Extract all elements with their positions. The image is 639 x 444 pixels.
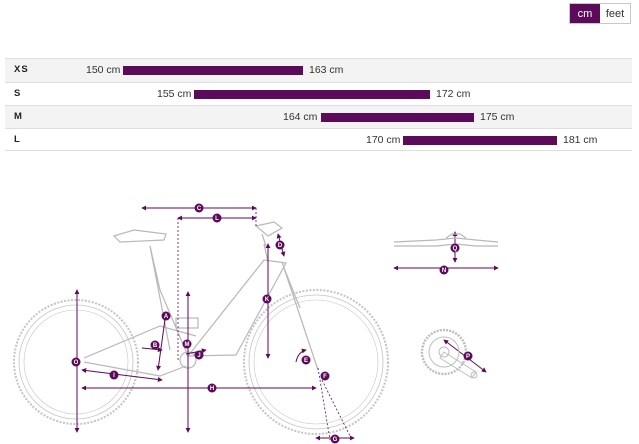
marker-c: C [194,203,204,213]
svg-text:Q: Q [453,246,458,252]
svg-text:K: K [265,297,270,303]
geometry-markers: A B C D E F G H I J K L M N O P Q [71,203,473,444]
svg-text:N: N [442,268,446,274]
marker-a: A [161,311,171,321]
svg-text:A: A [164,314,169,320]
dimension-lines [74,205,499,441]
marker-m: M [182,339,192,349]
svg-text:G: G [333,437,338,443]
unit-toggle: cm feet [569,3,631,24]
svg-text:D: D [278,243,283,249]
svg-text:E: E [304,358,308,364]
marker-e: E [301,355,311,365]
guide-lines [177,208,353,441]
svg-text:C: C [197,206,202,212]
svg-text:B: B [153,343,158,349]
svg-text:O: O [74,360,79,366]
unit-feet-button[interactable]: feet [600,4,630,23]
marker-h: H [207,383,217,393]
svg-text:H: H [210,386,214,392]
size-row-l: L 170 cm 181 cm [5,128,632,151]
range-min: 155 cm [157,88,192,100]
size-range-table: XS 150 cm 163 cm S 155 cm 172 cm M 164 c… [5,58,632,151]
range-min: 164 cm [283,111,318,123]
marker-f: F [320,371,330,381]
svg-text:I: I [113,373,115,379]
marker-n: N [439,265,449,275]
range-max: 181 cm [563,134,598,146]
svg-text:M: M [185,342,190,348]
range-max: 172 cm [436,88,471,100]
bike-geometry-diagram: A B C D E F G H I J K L M N O P Q [13,203,499,444]
svg-text:P: P [466,354,470,360]
marker-j: J [194,350,204,360]
size-label: S [14,88,22,99]
size-label: M [14,111,23,122]
size-row-xs: XS 150 cm 163 cm [5,58,632,82]
size-label: XS [14,64,29,75]
marker-l: L [212,213,222,223]
marker-g: G [330,434,340,444]
size-row-m: M 164 cm 175 cm [5,105,632,128]
svg-text:F: F [323,374,327,380]
marker-o: O [71,357,81,367]
marker-b: B [150,340,160,350]
range-max: 163 cm [309,64,344,76]
marker-q: Q [450,243,460,253]
unit-cm-button[interactable]: cm [570,4,600,23]
range-min: 150 cm [86,64,121,76]
range-bar [321,113,474,122]
range-bar [403,136,557,145]
svg-text:J: J [197,353,200,359]
marker-k: K [262,294,272,304]
handlebar-icon [393,233,499,247]
marker-i: I [109,370,119,380]
marker-d: D [275,240,285,250]
range-min: 170 cm [366,134,401,146]
svg-text:L: L [215,216,219,222]
range-bar [123,66,303,75]
front-wheel-icon [243,289,389,435]
marker-p: P [463,351,473,361]
size-label: L [14,134,21,145]
size-row-s: S 155 cm 172 cm [5,82,632,105]
range-max: 175 cm [480,111,515,123]
range-bar [194,90,430,99]
